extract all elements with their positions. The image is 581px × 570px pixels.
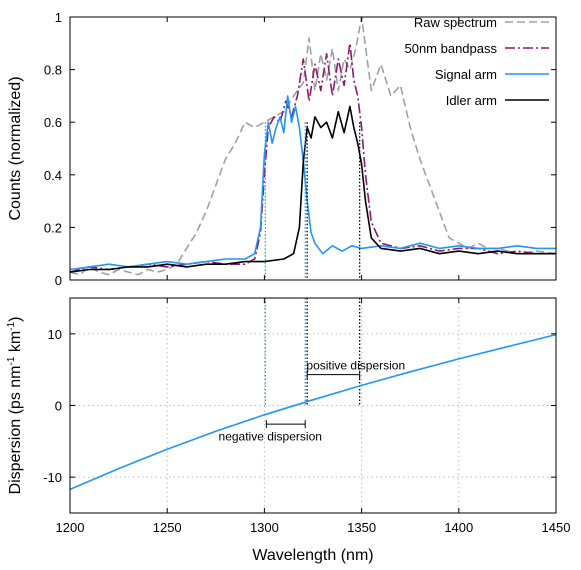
- dispersion-y-label-sup2: -1: [6, 321, 17, 330]
- legend-label-bandpass: 50nm bandpass: [404, 41, 497, 56]
- x-tick-label: 1200: [56, 520, 85, 535]
- spectrum-y-tick-label: 0.6: [44, 115, 62, 130]
- spectrum-series-0: [69, 16, 557, 276]
- x-tick-label: 1300: [250, 520, 279, 535]
- dispersion-marker-lines: [264, 298, 361, 406]
- dispersion-ticks: -10 0 10 1200 1250 1300 1350 1400 1450: [43, 298, 570, 535]
- legend: Raw spectrum 50nm bandpass Signal arm Id…: [404, 15, 549, 108]
- dispersion-y-label-part1: Dispersion (ps nm: [7, 365, 24, 494]
- spectrum-series-1: [69, 42, 556, 273]
- spectrum-series-3: [69, 105, 556, 273]
- x-tick-label: 1350: [347, 520, 376, 535]
- spectrum-series-2: [69, 95, 556, 271]
- dispersion-grid: [69, 298, 557, 513]
- dispersion-panel: positive dispersion negative dispersion …: [6, 297, 570, 564]
- spectrum-marker-lines: [264, 122, 361, 280]
- positive-dispersion-label: positive dispersion: [306, 358, 405, 372]
- dispersion-curve: [69, 333, 557, 491]
- legend-label-raw-spectrum: Raw spectrum: [414, 15, 497, 30]
- negative-dispersion-label: negative dispersion: [219, 429, 322, 443]
- dispersion-annotations: positive dispersion negative dispersion: [219, 358, 406, 443]
- dispersion-y-tick-label: -10: [43, 470, 62, 485]
- spectrum-y-tick-label: 0: [55, 273, 62, 288]
- spectrum-y-tick-label: 0.2: [44, 220, 62, 235]
- spectrum-panel: 0 0.2 0.4 0.6 0.8 1 Counts (normalized) Raw s…: [7, 10, 557, 288]
- spectrum-ticks: 0 0.2 0.4 0.6 0.8 1: [44, 10, 557, 288]
- x-axis-label: Wavelength (nm): [252, 547, 373, 564]
- spectrum-y-tick-label: 1: [55, 10, 62, 25]
- dispersion-y-axis-label: Dispersion (ps nm-1 km-1): [6, 317, 24, 495]
- spectrum-series-group: [69, 16, 557, 276]
- spectrum-y-tick-label: 0.4: [44, 168, 62, 183]
- dispersion-series-group: [69, 333, 557, 491]
- dispersion-y-label-part3: ): [7, 317, 24, 322]
- legend-label-signal-arm: Signal arm: [435, 67, 497, 82]
- dispersion-y-tick-label: 0: [55, 399, 62, 414]
- dispersion-y-tick-label: 10: [48, 327, 62, 342]
- legend-label-idler-arm: Idler arm: [446, 93, 497, 108]
- spectrum-y-tick-label: 0.8: [44, 63, 62, 78]
- dispersion-y-label-sup1: -1: [6, 356, 17, 365]
- x-tick-label: 1250: [153, 520, 182, 535]
- x-tick-label: 1400: [444, 520, 473, 535]
- spectrum-y-axis-label: Counts (normalized): [7, 76, 24, 220]
- x-tick-label: 1450: [542, 520, 571, 535]
- spectrum-plot-frame: [69, 16, 557, 281]
- dispersion-y-label-part2: km: [7, 331, 24, 357]
